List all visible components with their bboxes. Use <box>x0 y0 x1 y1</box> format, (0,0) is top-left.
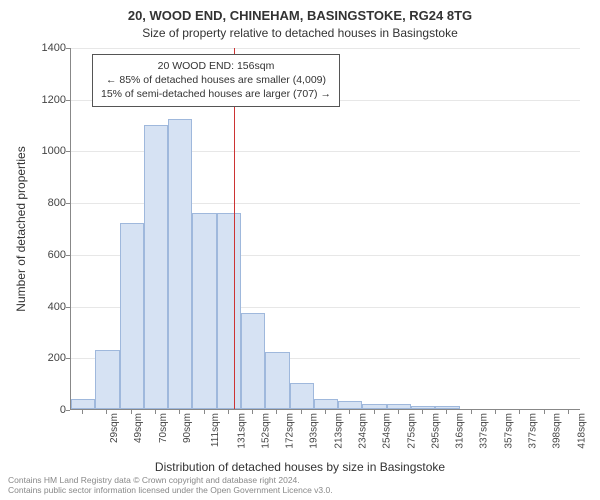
xtick-mark <box>374 410 375 414</box>
xtick-mark <box>252 410 253 414</box>
xtick-label: 193sqm <box>309 413 320 449</box>
xtick-mark <box>495 410 496 414</box>
ytick-mark <box>66 410 70 411</box>
histogram-bar <box>144 125 168 409</box>
xtick-label: 131sqm <box>236 413 247 449</box>
histogram-bar <box>120 223 144 409</box>
ytick-mark <box>66 203 70 204</box>
histogram-bar <box>192 213 216 410</box>
xtick-label: 357sqm <box>503 413 514 449</box>
xtick-label: 234sqm <box>358 413 369 449</box>
ytick-label: 200 <box>26 352 66 364</box>
footer-line1: Contains HM Land Registry data © Crown c… <box>8 475 333 486</box>
ytick-mark <box>66 358 70 359</box>
ytick-label: 600 <box>26 249 66 261</box>
footer-attribution: Contains HM Land Registry data © Crown c… <box>8 475 333 496</box>
histogram-bar <box>71 399 95 409</box>
xtick-label: 254sqm <box>382 413 393 449</box>
xtick-mark <box>179 410 180 414</box>
chart-title-line1: 20, WOOD END, CHINEHAM, BASINGSTOKE, RG2… <box>0 8 600 23</box>
chart-title-line2: Size of property relative to detached ho… <box>0 26 600 40</box>
histogram-bar <box>241 313 265 409</box>
histogram-bar <box>362 404 386 409</box>
annotation-box: 20 WOOD END: 156sqm← 85% of detached hou… <box>92 54 340 107</box>
xtick-mark <box>204 410 205 414</box>
xtick-mark <box>228 410 229 414</box>
xtick-label: 337sqm <box>479 413 490 449</box>
xtick-mark <box>519 410 520 414</box>
ytick-label: 1000 <box>26 145 66 157</box>
ytick-label: 800 <box>26 197 66 209</box>
ytick-label: 1400 <box>26 42 66 54</box>
ytick-label: 400 <box>26 301 66 313</box>
histogram-bar <box>217 213 241 410</box>
xtick-label: 213sqm <box>333 413 344 449</box>
y-axis-label: Number of detached properties <box>14 146 28 311</box>
xtick-mark <box>155 410 156 414</box>
xtick-label: 70sqm <box>158 413 169 443</box>
xtick-mark <box>568 410 569 414</box>
xtick-label: 111sqm <box>210 413 221 447</box>
xtick-mark <box>422 410 423 414</box>
xtick-mark <box>446 410 447 414</box>
histogram-bar <box>290 383 314 409</box>
xtick-label: 377sqm <box>528 413 539 449</box>
xtick-mark <box>301 410 302 414</box>
xtick-label: 398sqm <box>552 413 563 449</box>
histogram-bar <box>314 399 338 409</box>
histogram-bar <box>387 404 411 409</box>
footer-line2: Contains public sector information licen… <box>8 485 333 496</box>
xtick-label: 275sqm <box>406 413 417 449</box>
xtick-mark <box>325 410 326 414</box>
xtick-label: 295sqm <box>430 413 441 449</box>
annotation-line3: 15% of semi-detached houses are larger (… <box>101 87 331 101</box>
xtick-label: 29sqm <box>109 413 120 443</box>
ytick-mark <box>66 100 70 101</box>
xtick-mark <box>131 410 132 414</box>
xtick-label: 316sqm <box>455 413 466 449</box>
xtick-label: 49sqm <box>133 413 144 443</box>
histogram-bar <box>95 350 119 409</box>
ytick-mark <box>66 151 70 152</box>
ytick-mark <box>66 255 70 256</box>
gridline <box>71 48 580 49</box>
xtick-label: 172sqm <box>285 413 296 449</box>
xtick-label: 152sqm <box>260 413 271 449</box>
ytick-label: 1200 <box>26 94 66 106</box>
xtick-mark <box>398 410 399 414</box>
xtick-mark <box>82 410 83 414</box>
ytick-mark <box>66 48 70 49</box>
x-axis-label: Distribution of detached houses by size … <box>0 460 600 474</box>
xtick-mark <box>349 410 350 414</box>
xtick-mark <box>276 410 277 414</box>
histogram-bar <box>168 119 192 409</box>
histogram-bar <box>338 401 362 409</box>
histogram-bar <box>265 352 289 409</box>
histogram-bar <box>411 406 435 409</box>
annotation-line1: 20 WOOD END: 156sqm <box>101 59 331 73</box>
annotation-line2: ← 85% of detached houses are smaller (4,… <box>101 73 331 87</box>
histogram-bar <box>435 406 459 409</box>
xtick-mark <box>106 410 107 414</box>
xtick-mark <box>544 410 545 414</box>
xtick-mark <box>471 410 472 414</box>
ytick-mark <box>66 307 70 308</box>
ytick-label: 0 <box>26 404 66 416</box>
xtick-label: 90sqm <box>182 413 193 443</box>
xtick-label: 418sqm <box>576 413 587 449</box>
